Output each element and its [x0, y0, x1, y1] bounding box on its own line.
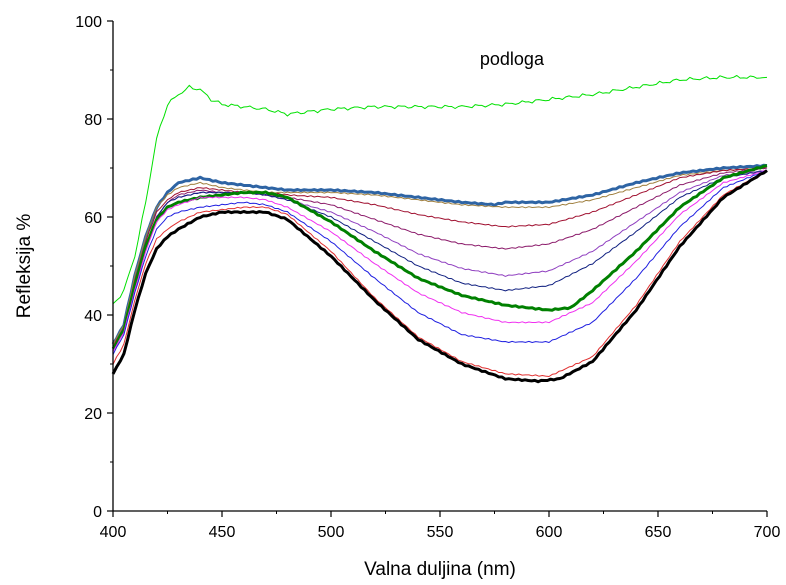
- x-tick-label-450: 450: [209, 524, 236, 541]
- series-line-4: [112, 167, 767, 348]
- series-line-7: [112, 170, 768, 350]
- x-axis-title: Valna duljina (nm): [364, 559, 516, 580]
- x-tick-label-500: 500: [318, 524, 345, 541]
- y-tick-label-40: 40: [84, 308, 102, 325]
- x-tick-label-550: 550: [427, 524, 454, 541]
- series-line-10: [112, 170, 768, 355]
- series-line-11: [112, 170, 768, 377]
- y-axis-title: Refleksija %: [14, 214, 35, 319]
- y-tick-label-20: 20: [84, 406, 102, 423]
- series-line-8: [111, 164, 768, 350]
- axes-layer: 400 450 500 550 600 650 700 0 20 40 60 80 100: [75, 14, 780, 541]
- x-tick-label-700: 700: [754, 524, 781, 541]
- x-tick-label-600: 600: [536, 524, 563, 541]
- series-layer: [111, 75, 768, 384]
- annotation-podloga: podloga: [480, 49, 545, 69]
- series-line-12: [111, 169, 768, 384]
- y-tick-label-60: 60: [84, 210, 102, 227]
- series-line-9: [112, 170, 768, 352]
- y-tick-label-80: 80: [84, 112, 102, 129]
- x-tick-label-650: 650: [645, 524, 672, 541]
- x-tick-label-400: 400: [100, 524, 127, 541]
- series-line-3: [112, 167, 768, 345]
- series-line-1: [112, 75, 768, 305]
- y-tick-label-0: 0: [93, 504, 102, 521]
- series-line-2: [111, 163, 768, 345]
- y-tick-label-100: 100: [75, 14, 102, 31]
